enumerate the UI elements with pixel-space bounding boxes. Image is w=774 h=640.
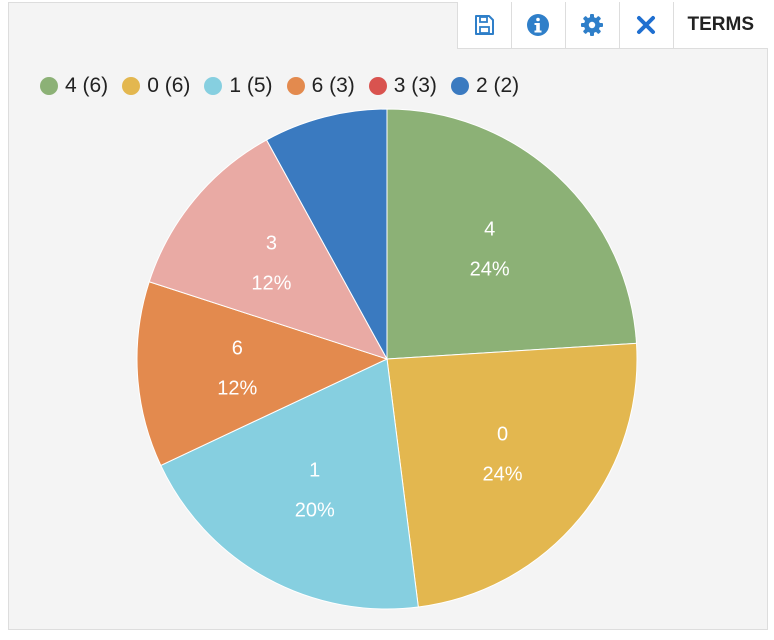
slice-name-label: 3 — [266, 232, 277, 254]
slice-percent-label: 24% — [470, 259, 510, 281]
close-button[interactable] — [620, 2, 674, 48]
pie-slice-3[interactable] — [148, 139, 389, 360]
slice-percent-label: 20% — [295, 499, 335, 521]
pie-slice-0[interactable] — [386, 342, 638, 608]
gear-icon — [581, 14, 603, 36]
legend-item[interactable]: 4 (6) — [40, 74, 108, 98]
legend-item[interactable]: 6 (3) — [286, 74, 355, 98]
legend-item[interactable]: 2 (2) — [450, 74, 520, 98]
save-icon — [475, 15, 494, 35]
legend-swatch — [122, 77, 141, 95]
slice-name-label: 6 — [232, 337, 243, 359]
slice-name-label: 0 — [497, 424, 508, 446]
legend-swatch — [368, 77, 387, 95]
legend-label: 6 (3) — [311, 74, 355, 97]
legend-swatch — [450, 77, 469, 95]
slice-percent-label: 12% — [217, 377, 257, 399]
info-icon — [527, 14, 549, 36]
terms-button[interactable]: TERMS — [687, 14, 755, 35]
slice-percent-label: 24% — [483, 464, 523, 486]
save-button[interactable] — [458, 2, 512, 48]
legend-swatch — [40, 77, 58, 95]
legend-label: 1 (5) — [229, 74, 273, 97]
legend-item[interactable]: 3 (3) — [368, 74, 437, 98]
legend-item[interactable]: 0 (6) — [122, 74, 190, 98]
slice-name-label: 4 — [484, 219, 495, 241]
slice-name-label: 1 — [309, 459, 320, 481]
legend-label: 4 (6) — [65, 74, 109, 97]
close-icon — [637, 16, 655, 34]
toolbar: TERMS — [456, 2, 768, 49]
legend-swatch — [204, 77, 223, 95]
legend-label: 2 (2) — [475, 74, 520, 97]
info-button[interactable] — [512, 2, 566, 48]
pie-slice-1[interactable] — [160, 358, 419, 610]
legend-label: 3 (3) — [393, 74, 437, 97]
settings-button[interactable] — [566, 2, 620, 48]
pie-slice-4[interactable] — [386, 108, 638, 360]
legend-label: 0 (6) — [147, 74, 191, 97]
legend-swatch — [286, 77, 305, 95]
pie-slice-2[interactable] — [265, 108, 388, 360]
legend-item[interactable]: 1 (5) — [204, 74, 273, 98]
chart-legend: 4 (6) 0 (6) 1 (5) 6 (3) 3 (3) 2 (2) — [40, 74, 533, 98]
slice-percent-label: 12% — [251, 272, 291, 294]
pie-slice-6[interactable] — [136, 281, 389, 467]
